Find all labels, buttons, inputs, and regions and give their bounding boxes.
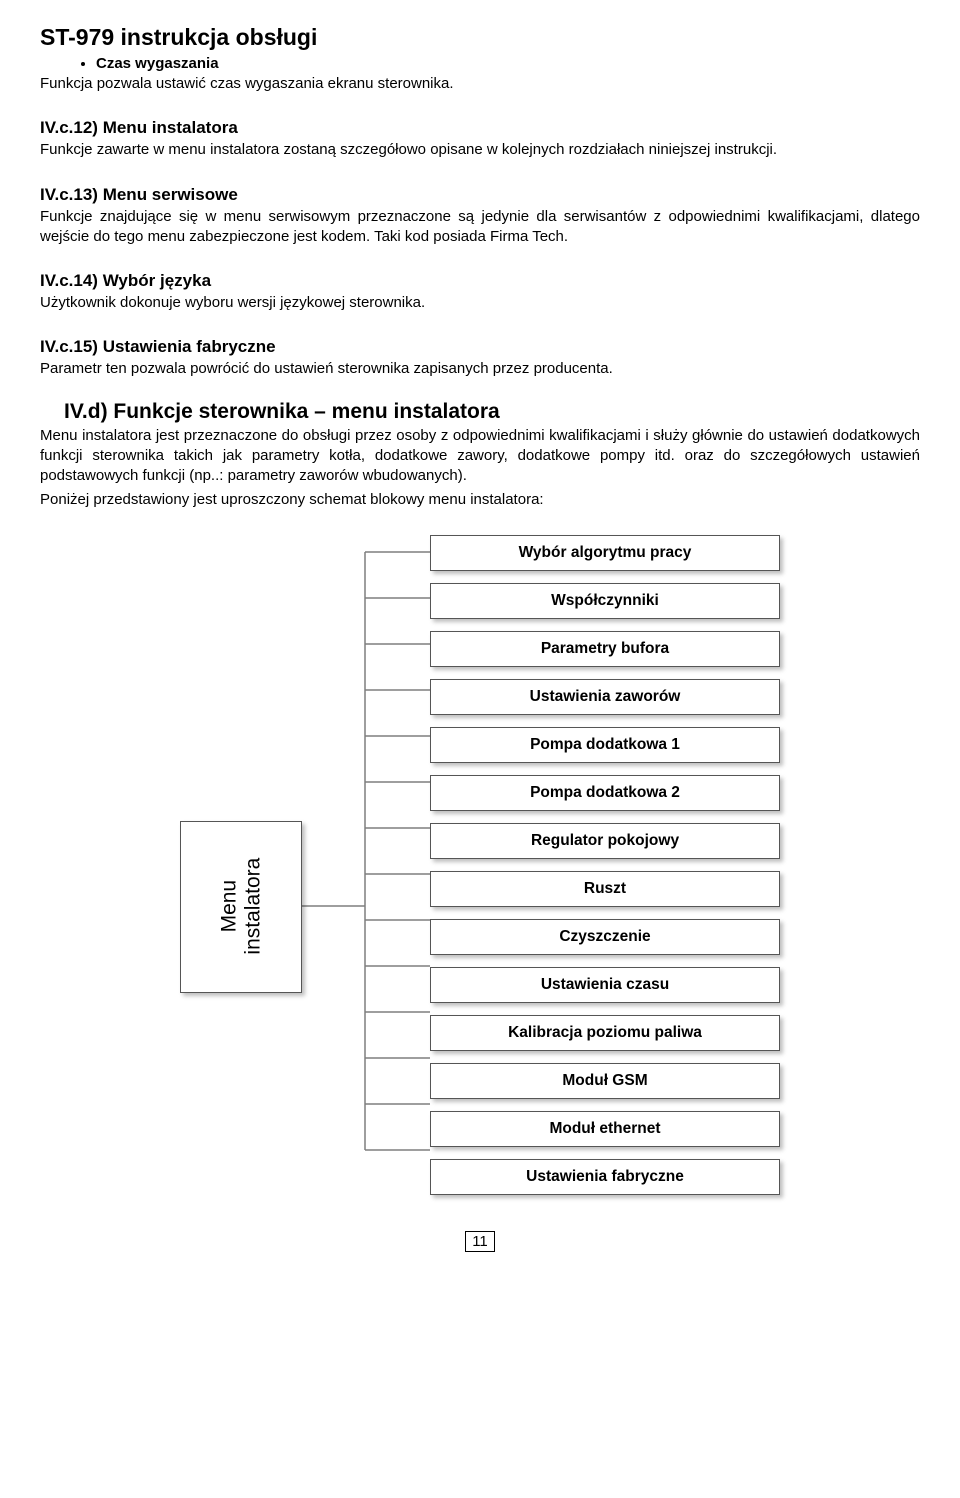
tree-leaf: Ruszt [430,871,780,907]
section-d-body: Menu instalatora jest przeznaczone do ob… [40,426,920,487]
section-d-body2: Poniżej przedstawiony jest uproszczony s… [40,490,920,510]
tree-leaf: Pompa dodatkowa 2 [430,775,780,811]
menu-tree-diagram: Menuinstalatora Wybór algorytmu pracy Wsp… [180,535,780,1205]
tree-leaf: Ustawienia czasu [430,967,780,1003]
tree-leaf: Ustawienia fabryczne [430,1159,780,1195]
doc-title: ST-979 instrukcja obsługi [40,24,920,51]
section-13-body: Funkcje znajdujące się w menu serwisowym… [40,207,920,248]
tree-leaf: Moduł ethernet [430,1111,780,1147]
tree-leaf: Wybór algorytmu pracy [430,535,780,571]
section-14-body: Użytkownik dokonuje wyboru wersji języko… [40,293,920,313]
bullet-list: Czas wygaszania [40,55,920,72]
tree-leaves: Wybór algorytmu pracy Współczynniki Parame… [430,535,780,1207]
page-number-value: 11 [465,1231,495,1252]
tree-leaf: Pompa dodatkowa 1 [430,727,780,763]
tree-root-box: Menuinstalatora [180,821,302,993]
section-13-title: IV.c.13) Menu serwisowe [40,185,920,205]
bullet-desc: Funkcja pozwala ustawić czas wygaszania … [40,74,920,94]
tree-root-label: Menuinstalatora [217,858,265,955]
tree-leaf: Moduł GSM [430,1063,780,1099]
tree-leaf: Czyszczenie [430,919,780,955]
tree-leaf: Kalibracja poziomu paliwa [430,1015,780,1051]
section-12-body: Funkcje zawarte w menu instalatora zosta… [40,140,920,160]
section-d-title: IV.d) Funkcje sterownika – menu instalat… [64,400,920,424]
section-15-title: IV.c.15) Ustawienia fabryczne [40,337,920,357]
page-number: 11 [40,1233,920,1250]
tree-leaf: Regulator pokojowy [430,823,780,859]
bullet-item: Czas wygaszania [96,55,920,72]
section-12-title: IV.c.12) Menu instalatora [40,118,920,138]
tree-leaf: Parametry bufora [430,631,780,667]
tree-leaf: Ustawienia zaworów [430,679,780,715]
section-14-title: IV.c.14) Wybór języka [40,271,920,291]
tree-leaf: Współczynniki [430,583,780,619]
section-15-body: Parametr ten pozwala powrócić do ustawie… [40,359,920,379]
